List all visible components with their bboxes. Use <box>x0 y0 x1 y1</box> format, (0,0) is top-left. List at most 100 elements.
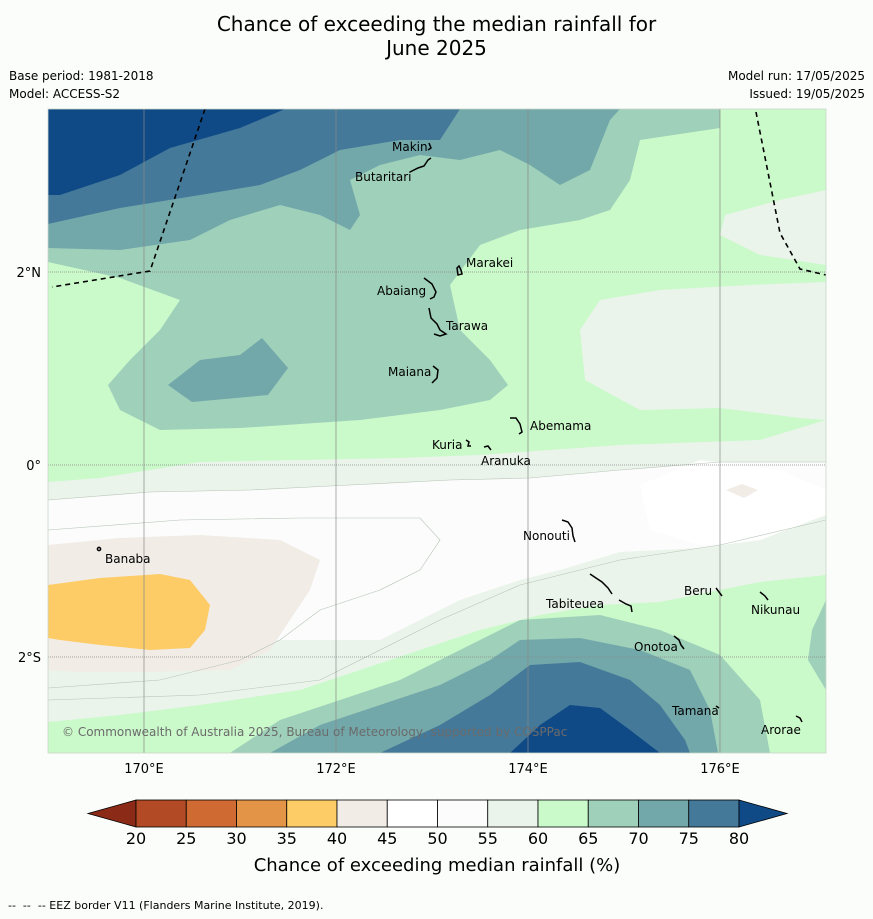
title-line-2: June 2025 <box>386 36 487 60</box>
contour-55-60-ne <box>720 190 826 265</box>
issued-date: Issued: 19/05/2025 <box>749 87 865 101</box>
island-label-makin: Makin <box>392 140 428 154</box>
colorbar-tick-50: 50 <box>427 829 447 848</box>
colorbar-tick-70: 70 <box>628 829 648 848</box>
island-label-banaba: Banaba <box>105 552 151 566</box>
island-label-abemama: Abemama <box>530 419 591 433</box>
island-label-tamana: Tamana <box>671 704 719 718</box>
colorbar-box-55 <box>487 799 539 828</box>
island-shape-aranuka <box>483 445 492 451</box>
colorbar-tick-75: 75 <box>679 829 699 848</box>
lat-label-0: 0° <box>26 459 41 474</box>
map-frame <box>47 108 827 754</box>
lon-label-174e: 174°E <box>508 762 548 777</box>
colorbar-box-35 <box>286 799 338 828</box>
island-label-maiana: Maiana <box>388 365 431 379</box>
contour-70-75-patch <box>168 338 288 402</box>
colorbar-label: Chance of exceeding median rainfall (%) <box>254 855 621 876</box>
map-title: Chance of exceeding the median rainfall … <box>0 12 873 60</box>
lon-axis-labels: 170°E 172°E 174°E 176°E <box>124 762 740 777</box>
colorbar-tick-60: 60 <box>528 829 548 848</box>
island-shape-beru <box>715 587 723 597</box>
colorbar-extend-low <box>86 799 137 828</box>
island-label-onotoa: Onotoa <box>634 640 678 654</box>
colorbar-tick-40: 40 <box>327 829 347 848</box>
island-label-arorae: Arorae <box>761 723 801 737</box>
eez-border-west <box>51 109 206 288</box>
lon-label-176e: 176°E <box>700 762 740 777</box>
colorbar-box-60 <box>537 799 589 828</box>
island-shape-tarawa <box>428 307 448 337</box>
contour-45-50-east <box>640 460 826 545</box>
eez-legend-note: -- -- -- EEZ border V11 (Flanders Marine… <box>8 899 324 912</box>
lat-label-2s: 2°S <box>18 651 41 666</box>
colorbar-box-40 <box>336 799 388 828</box>
island-shape-marakei <box>456 264 463 276</box>
colorbar: 20 25 30 35 40 45 50 55 60 65 70 75 80 <box>86 799 789 848</box>
island-outlines <box>96 142 803 723</box>
island-label-aranuka: Aranuka <box>481 454 531 468</box>
island-shape-tamana <box>715 705 720 709</box>
island-label-kuria: Kuria <box>432 438 463 452</box>
copyright-notice: © Commonwealth of Australia 2025, Bureau… <box>62 725 567 739</box>
contour-65-70-se <box>808 600 826 690</box>
island-shape-makin <box>427 142 432 151</box>
model-run: Model run: 17/05/2025 <box>727 69 865 83</box>
island-shape-abemama <box>510 417 523 435</box>
colorbar-box-25 <box>185 799 237 828</box>
colorbar-tick-80: 80 <box>729 829 749 848</box>
island-label-tabiteuea: Tabiteuea <box>545 597 604 611</box>
island-shape-maiana <box>431 365 439 384</box>
lat-axis-labels: 2°N 0° 2°S <box>17 266 42 666</box>
island-labels: Makin Butaritari Marakei Abaiang Tarawa … <box>105 140 801 737</box>
island-shape-tabiteuea-south <box>618 599 633 613</box>
island-shape-onotoa <box>673 635 685 650</box>
base-period: Base period: 1981-2018 <box>9 69 154 83</box>
rainfall-contours <box>48 109 826 753</box>
colorbar-tick-35: 35 <box>277 829 297 848</box>
island-shape-nonouti <box>561 519 576 543</box>
colorbar-tick-45: 45 <box>377 829 397 848</box>
title-line-1: Chance of exceeding the median rainfall … <box>216 12 657 36</box>
island-shape-butaritari <box>409 157 432 173</box>
island-shape-nikunau <box>759 591 769 601</box>
colorbar-box-75 <box>688 799 740 828</box>
island-shape-kuria <box>465 439 471 447</box>
colorbar-box-45 <box>386 799 438 828</box>
meta-left: Base period: 1981-2018 Model: ACCESS-S2 <box>9 67 154 103</box>
island-label-beru: Beru <box>684 584 712 598</box>
colorbar-box-50 <box>437 799 489 828</box>
contour-80plus-north <box>48 109 285 195</box>
lat-label-2n: 2°N <box>17 266 42 281</box>
contour-80plus-south <box>510 705 660 753</box>
colorbar-extend-high <box>738 799 789 828</box>
island-label-abaiang: Abaiang <box>377 284 426 298</box>
island-shape-tabiteuea-north <box>589 573 613 595</box>
colorbar-box-70 <box>638 799 690 828</box>
island-label-tarawa: Tarawa <box>445 319 488 333</box>
colorbar-box-30 <box>236 799 288 828</box>
colorbar-box-20 <box>135 799 187 828</box>
contour-40-45-east <box>726 484 758 498</box>
colorbar-tick-65: 65 <box>578 829 598 848</box>
island-label-nonouti: Nonouti <box>523 529 570 543</box>
island-label-nikunau: Nikunau <box>751 603 800 617</box>
graticule <box>48 109 826 753</box>
island-label-butaritari: Butaritari <box>355 170 412 184</box>
eez-border <box>51 109 826 288</box>
island-shape-arorae <box>795 715 803 723</box>
colorbar-tick-55: 55 <box>478 829 498 848</box>
colorbar-tick-30: 30 <box>226 829 246 848</box>
lon-label-170e: 170°E <box>124 762 164 777</box>
island-shape-abaiang <box>423 277 437 300</box>
colorbar-tick-20: 20 <box>126 829 146 848</box>
contour-35-40-west <box>48 574 210 650</box>
lon-label-172e: 172°E <box>316 762 356 777</box>
colorbar-box-65 <box>587 799 639 828</box>
model-name: Model: ACCESS-S2 <box>9 87 121 101</box>
island-label-marakei: Marakei <box>466 256 513 270</box>
colorbar-tick-25: 25 <box>176 829 196 848</box>
island-shape-banaba <box>96 546 102 552</box>
contour-55-60-east <box>580 282 826 420</box>
